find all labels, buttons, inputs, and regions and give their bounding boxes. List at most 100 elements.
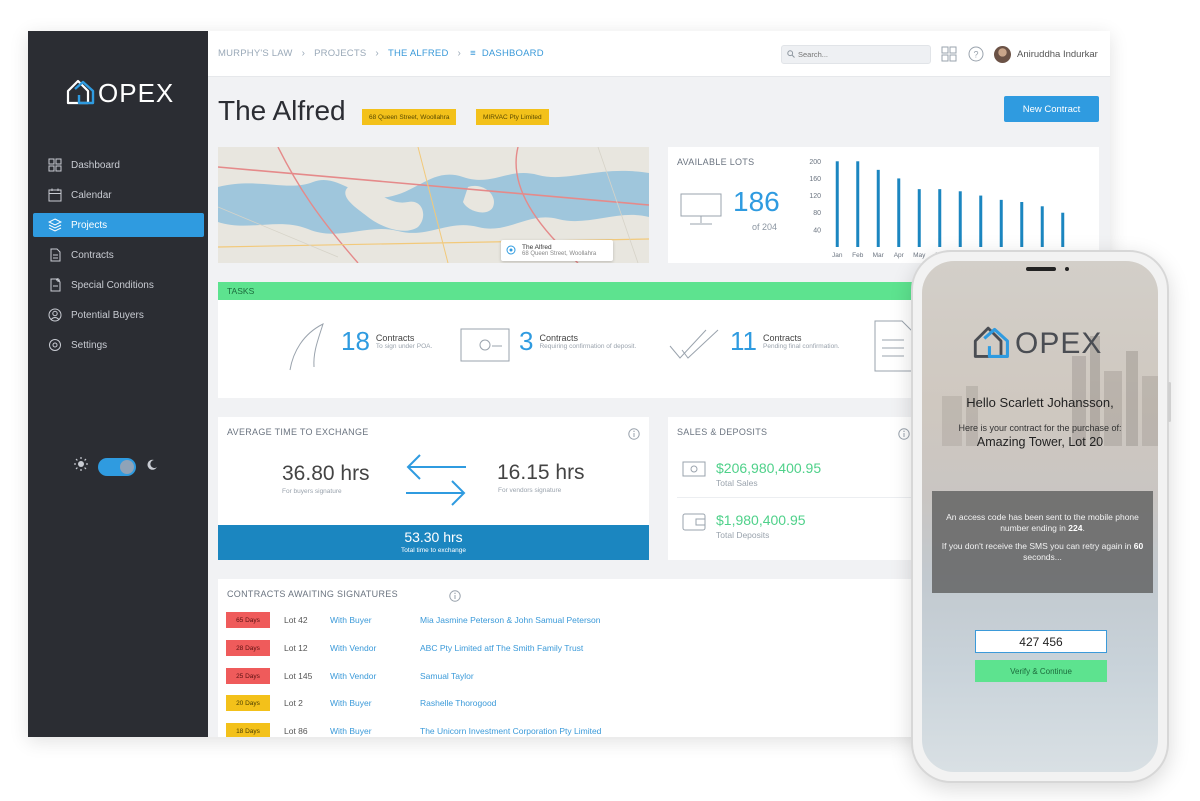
info-icon[interactable] <box>898 427 910 445</box>
total-sales-value: $206,980,400.95 <box>716 460 822 476</box>
task-label: Contracts <box>763 333 802 343</box>
total-exchange-bar: 53.30 hrs Total time to exchange <box>218 525 649 560</box>
party-link[interactable]: Rashelle Thorogood <box>420 698 497 708</box>
buyers-time-value: 36.80 hrs <box>282 462 370 485</box>
sidebar-item-label: Special Conditions <box>71 279 154 291</box>
bar-aug[interactable] <box>979 195 983 247</box>
retry-seconds: 60 <box>1133 541 1144 552</box>
sidebar-item-settings[interactable]: Settings <box>33 333 204 357</box>
location-map[interactable]: The Alfred 68 Queen Street, Woollahra <box>218 147 649 263</box>
breadcrumb-projects[interactable]: PROJECTS <box>314 48 367 59</box>
bar-feb[interactable] <box>856 161 860 247</box>
search-input[interactable] <box>798 50 918 59</box>
with-party-link[interactable]: With Vendor <box>330 643 377 653</box>
dark-mode-toggle[interactable] <box>98 457 136 476</box>
sidebar-item-special-conditions[interactable]: Special Conditions <box>33 273 204 297</box>
task-count: 18 <box>341 326 370 356</box>
table-row[interactable]: 65 Days Lot 42 With Buyer Mia Jasmine Pe… <box>226 611 600 629</box>
user-menu[interactable]: Aniruddha Indurkar <box>994 46 1098 63</box>
sidebar-item-dashboard[interactable]: Dashboard <box>33 153 204 177</box>
sun-icon <box>74 457 88 476</box>
lot-cell: Lot 2 <box>284 698 303 708</box>
bar-oct[interactable] <box>1020 202 1024 247</box>
access-code-input[interactable] <box>975 630 1107 653</box>
task-sub: Requiring confirmation of deposit. <box>539 343 637 350</box>
with-party-link[interactable]: With Buyer <box>330 726 372 736</box>
avatar <box>994 46 1011 63</box>
layers-icon <box>47 217 63 233</box>
total-sales-label: Total Sales <box>716 478 758 488</box>
verify-continue-button[interactable]: Verify & Continue <box>975 660 1107 682</box>
info-icon[interactable] <box>628 427 640 445</box>
task-label: Contracts <box>375 333 415 343</box>
sidebar-item-potential-buyers[interactable]: Potential Buyers <box>33 303 204 327</box>
breadcrumb-the-alfred[interactable]: THE ALFRED <box>387 48 449 59</box>
bar-jun[interactable] <box>938 189 942 247</box>
logo-wordmark: OPEX <box>98 78 175 108</box>
bar-sep[interactable] <box>999 199 1003 247</box>
days-badge: 28 Days <box>226 640 270 656</box>
chevron-right-icon: › <box>457 48 462 59</box>
lot-cell: Lot 12 <box>284 643 308 653</box>
calendar-icon <box>47 187 63 203</box>
total-exchange-value: 53.30 hrs <box>404 529 463 545</box>
days-badge: 25 Days <box>226 668 270 684</box>
exchange-arrows-icon <box>404 451 468 514</box>
task-sign-under-poa[interactable]: 18 Contracts To sign under POA. <box>341 326 432 357</box>
notice-text-1: An access code has been sent to the mobi… <box>946 512 1139 533</box>
days-badge: 65 Days <box>226 612 270 628</box>
with-party-link[interactable]: With Vendor <box>330 671 377 681</box>
info-icon[interactable] <box>449 589 461 607</box>
bar-jan[interactable] <box>835 161 839 247</box>
task-final-confirmation[interactable]: 11 Contracts Pending final confirmation. <box>730 326 840 357</box>
x-tick-label: Feb <box>852 252 864 259</box>
with-party-link[interactable]: With Buyer <box>330 698 372 708</box>
with-party-link[interactable]: With Buyer <box>330 615 372 625</box>
party-link[interactable]: Samual Taylor <box>420 671 474 681</box>
party-link[interactable]: Mia Jasmine Peterson & John Samual Peter… <box>420 615 601 625</box>
apps-grid-icon[interactable] <box>941 46 957 67</box>
bar-dec[interactable] <box>1061 212 1065 247</box>
bar-jul[interactable] <box>958 191 962 247</box>
opex-logo[interactable]: OPEX <box>66 77 174 110</box>
theme-toggle-group <box>74 457 158 476</box>
card-title: AVAILABLE LOTS <box>677 157 755 167</box>
bar-apr[interactable] <box>897 178 901 247</box>
card-title: SALES & DEPOSITS <box>677 427 768 437</box>
map-location-popup[interactable]: The Alfred 68 Queen Street, Woollahra <box>501 240 613 261</box>
new-contract-button[interactable]: New Contract <box>1004 96 1099 122</box>
breadcrumb-murphys-law[interactable]: MURPHY'S LAW <box>218 48 293 59</box>
menu-icon[interactable]: ≡ <box>470 48 476 59</box>
table-row[interactable]: 20 Days Lot 2 With Buyer Rashelle Thorog… <box>226 694 496 712</box>
x-tick-label: Apr <box>894 252 905 259</box>
help-icon[interactable]: ? <box>968 46 984 67</box>
sidebar-item-projects[interactable]: Projects <box>33 213 204 237</box>
bar-mar[interactable] <box>876 169 880 247</box>
tasks-header: TASKS <box>218 282 1099 300</box>
task-deposit-confirmation[interactable]: 3 Contracts Requiring confirmation of dep… <box>519 326 636 357</box>
map-pin-address: 68 Queen Street, Woollahra <box>522 251 597 257</box>
sidebar-item-calendar[interactable]: Calendar <box>33 183 204 207</box>
party-link[interactable]: The Unicorn Investment Corporation Pty L… <box>420 726 602 736</box>
table-row[interactable]: 28 Days Lot 12 With Vendor ABC Pty Limit… <box>226 639 583 657</box>
page-title: The Alfred <box>218 95 346 126</box>
x-tick-label: Jan <box>832 252 843 259</box>
breadcrumb-dashboard[interactable]: DASHBOARD <box>481 48 544 59</box>
phone-suffix: 224 <box>1068 522 1083 533</box>
document-plus-icon <box>47 277 63 293</box>
opex-logo-mobile: OPEX <box>972 323 1102 364</box>
grid-icon <box>47 157 63 173</box>
greeting: Hello Scarlett Johansson, <box>966 395 1114 410</box>
sidebar-item-label: Settings <box>71 339 108 351</box>
svg-text:?: ? <box>973 50 978 60</box>
bar-nov[interactable] <box>1040 206 1044 247</box>
table-row[interactable]: 18 Days Lot 86 With Buyer The Unicorn In… <box>226 722 601 737</box>
party-link[interactable]: ABC Pty Limited atf The Smith Family Tru… <box>420 643 584 653</box>
sidebar-item-contracts[interactable]: Contracts <box>33 243 204 267</box>
phone-side-button <box>1168 382 1171 422</box>
vendors-time-label: For vendors signature <box>498 487 562 494</box>
table-row[interactable]: 25 Days Lot 145 With Vendor Samual Taylo… <box>226 667 474 685</box>
sidebar: OPEX Dashboard Calendar Projects Contr <box>28 31 208 737</box>
bar-may[interactable] <box>917 189 921 247</box>
